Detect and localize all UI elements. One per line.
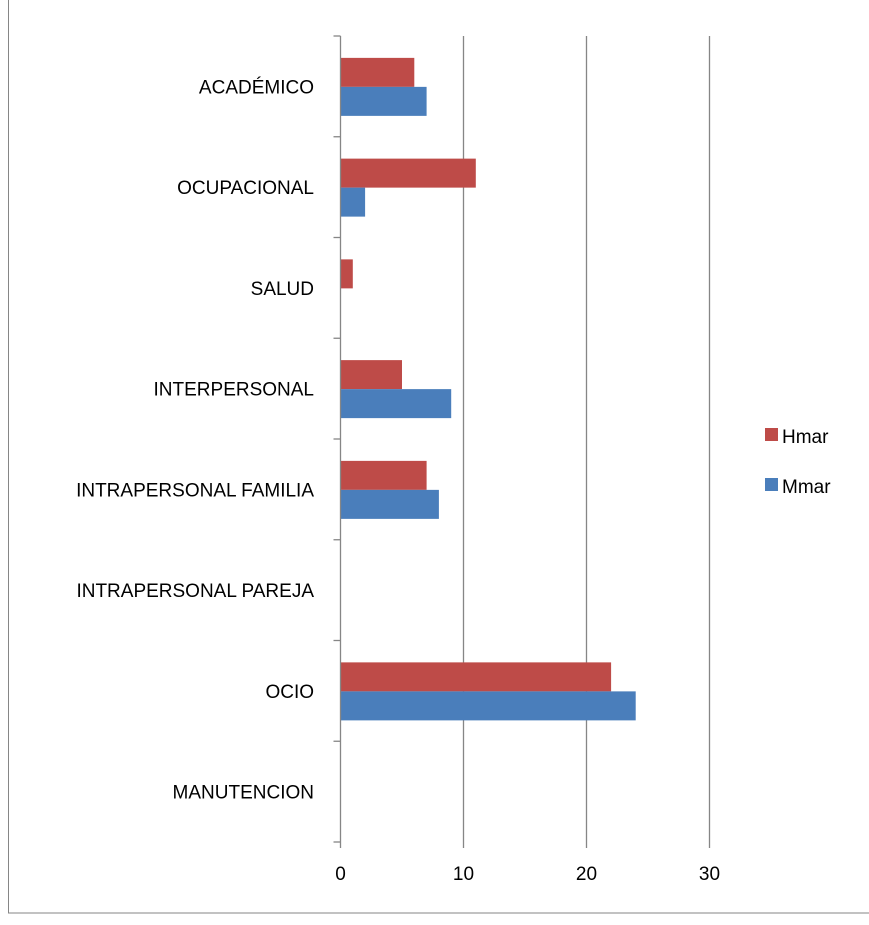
x-tick-label: 30 [699,864,720,885]
bar-mmar-intrapersonal-familia [340,489,439,519]
category-label-salud: SALUD [251,279,314,300]
legend: Hmar Mmar [765,427,831,498]
category-label-academico: ACADÉMICO [199,77,314,98]
gridlines [462,36,711,842]
bar-hmar-salud [340,259,353,289]
x-tick-label: 10 [453,864,474,885]
legend-swatch-mmar [765,478,778,491]
x-tick-label: 20 [576,864,597,885]
bar-mmar-ocupacional [340,187,366,217]
category-label-intrapersonal-familia: INTRAPERSONAL FAMILIA [76,480,314,501]
chart-border [8,0,869,914]
bar-mmar-ocio [340,691,636,721]
category-label-ocio: OCIO [265,682,314,703]
bar-hmar-academico [340,57,415,87]
bar-hmar-intrapersonal-familia [340,460,427,490]
bar-hmar-ocio [340,662,612,692]
category-label-ocupacional: OCUPACIONAL [177,178,314,199]
bars [340,57,636,721]
labels: 0 10 20 30 MANUTENCION OCIO INTRAPERSONAL PARE… [76,77,720,885]
category-label-interpersonal: INTERPERSONAL [154,380,314,401]
bar-hmar-interpersonal [340,360,402,390]
category-label-intrapersonal-pareja: INTRAPERSONAL PAREJA [76,581,314,602]
legend-swatch-hmar [765,428,778,441]
bar-hmar-ocupacional [340,158,476,188]
legend-label-hmar: Hmar [782,427,829,448]
x-tick-label: 0 [335,864,346,885]
axes [333,35,711,848]
category-label-manutencion: MANUTENCION [173,783,314,804]
bar-mmar-academico [340,86,427,116]
legend-label-mmar: Mmar [782,477,831,498]
bar-mmar-interpersonal [340,389,452,419]
